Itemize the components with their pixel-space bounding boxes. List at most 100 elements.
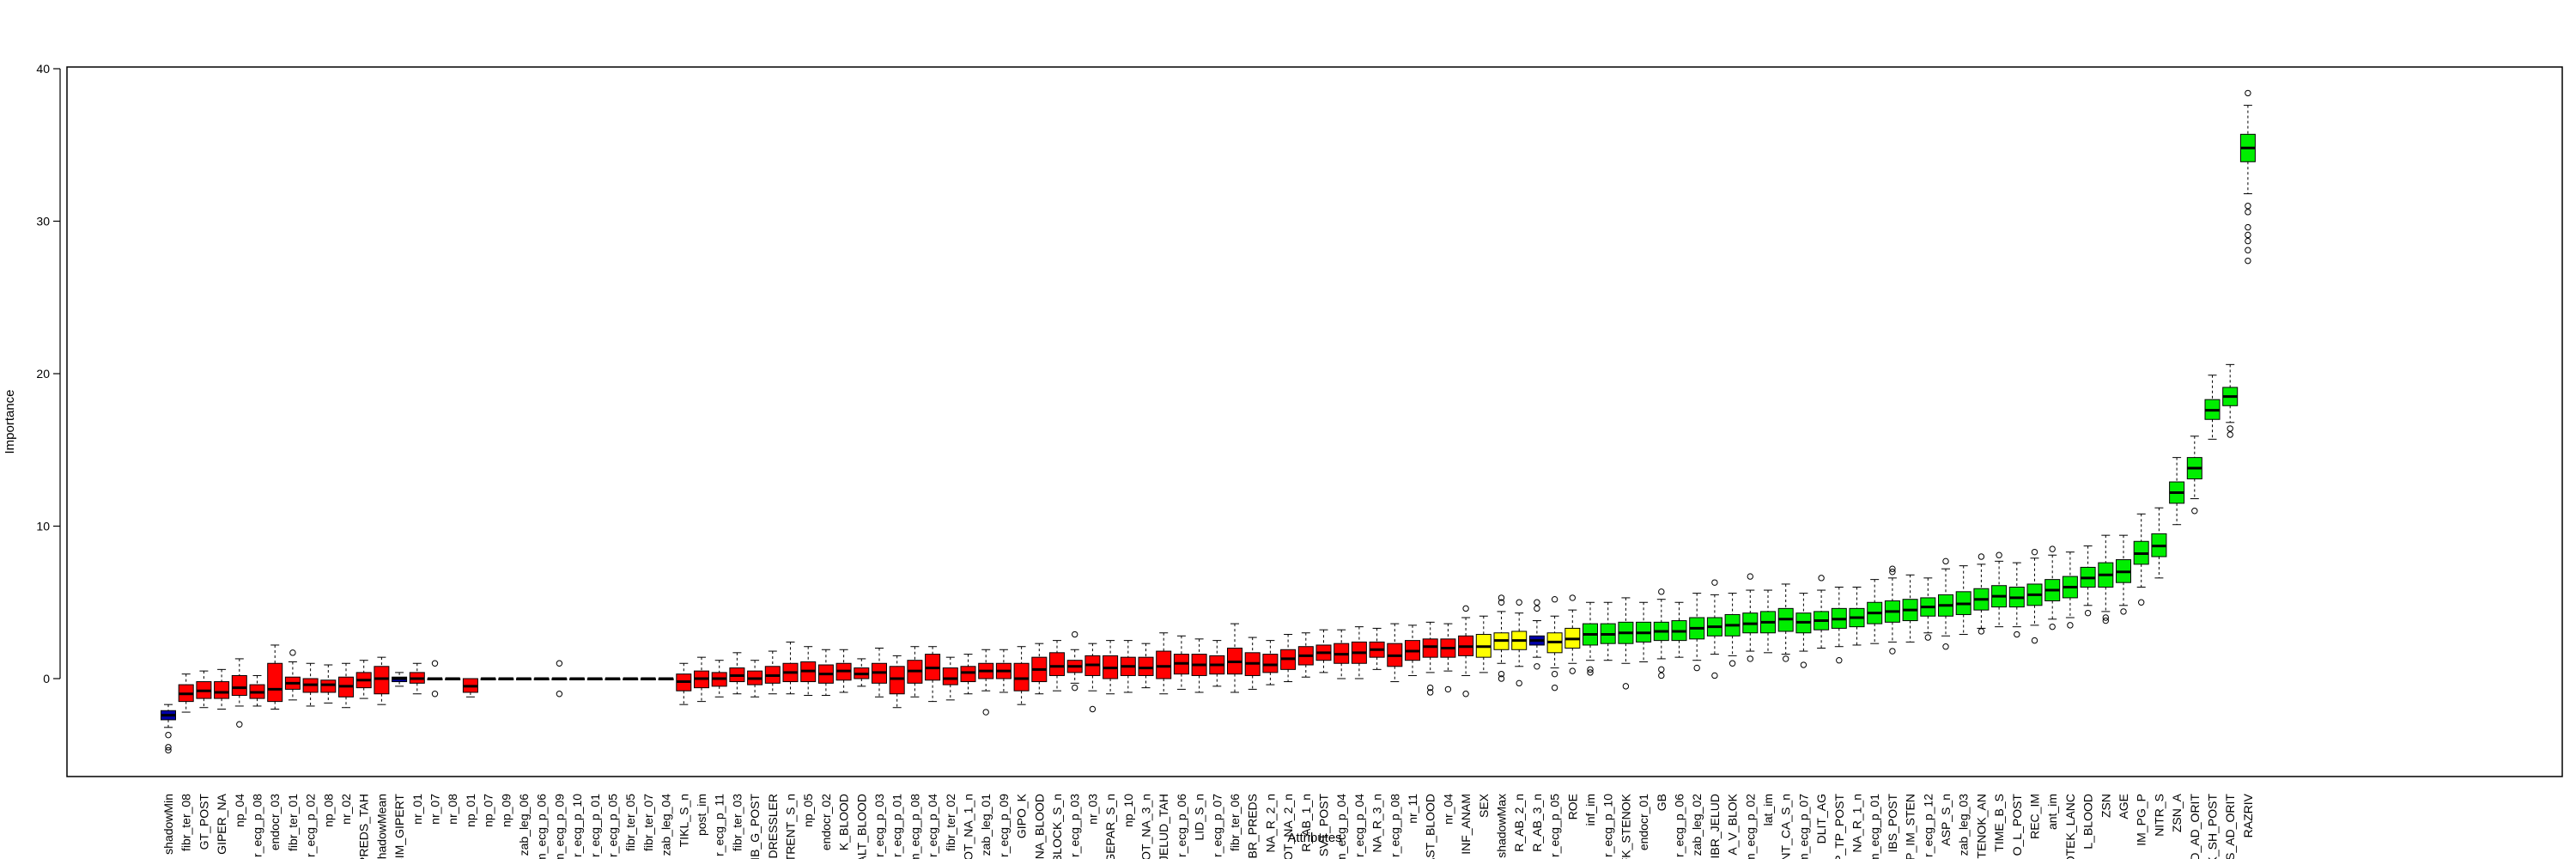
outlier-point xyxy=(2049,545,2056,552)
attribute-box xyxy=(658,677,674,680)
x-tick-label: inf_im xyxy=(1583,794,1597,825)
outlier-point xyxy=(1996,551,2002,558)
outlier-point xyxy=(1462,605,1469,612)
attribute-box xyxy=(782,641,799,695)
x-tick-label: GB xyxy=(1655,794,1668,811)
outlier-point xyxy=(1978,553,1985,560)
attribute-box xyxy=(1138,643,1154,689)
outlier-point xyxy=(2067,622,2074,629)
x-tick-label: fm_ecg_p_02 xyxy=(1743,794,1757,859)
x-tick-label: ASP_S_n xyxy=(1939,794,1953,846)
attribute-box xyxy=(249,674,265,707)
attribute-box xyxy=(374,656,390,705)
x-tick-label: np_08 xyxy=(321,794,335,827)
attribute-box xyxy=(284,649,301,701)
outlier-point xyxy=(2120,608,2127,615)
outlier-point xyxy=(1427,689,1434,696)
x-tick-label: endocr_03 xyxy=(268,794,282,850)
attribute-box xyxy=(2026,548,2043,644)
x-tick-label: np_07 xyxy=(482,794,495,827)
attribute-box xyxy=(302,662,319,707)
x-tick-label: nr_03 xyxy=(1085,794,1099,825)
outlier-point xyxy=(2245,203,2251,210)
attribute-box xyxy=(2116,534,2131,615)
outlier-point xyxy=(1889,569,1896,576)
outlier-point xyxy=(2227,431,2233,438)
x-tick-label: r_ecg_p_04 xyxy=(1352,794,1366,857)
attribute-box xyxy=(1938,557,1953,650)
outlier-point xyxy=(165,744,172,751)
attribute-box xyxy=(1173,635,1189,690)
attribute-box xyxy=(498,677,514,680)
x-tick-label: np_10 xyxy=(1121,794,1135,827)
attribute-box xyxy=(1262,640,1279,685)
attribute-box xyxy=(196,670,212,709)
outlier-point xyxy=(1747,655,1754,662)
iqr-box xyxy=(267,662,283,703)
attribute-box xyxy=(978,649,994,716)
attribute-box xyxy=(1120,640,1136,693)
attribute-box xyxy=(1191,638,1207,693)
x-tick-label: P_IM_STEN xyxy=(1904,794,1917,859)
iqr-box xyxy=(942,667,958,685)
outlier-point xyxy=(289,649,296,656)
x-tick-label: fm_ecg_p_09 xyxy=(552,794,566,859)
attribute-box xyxy=(1653,588,1669,679)
attribute-box xyxy=(1334,629,1350,679)
iqr-box xyxy=(320,679,337,693)
x-tick-label: NA_R_1_n xyxy=(1850,794,1864,853)
x-tick-label: nr_11 xyxy=(1406,794,1419,824)
attribute-box xyxy=(1814,575,1830,649)
x-tick-label: endocr_01 xyxy=(1637,794,1650,850)
x-tick-label: zab_leg_04 xyxy=(659,794,673,856)
attribute-box xyxy=(2239,89,2256,265)
x-tick-label: RAZRIV xyxy=(2241,793,2255,838)
attribute-box xyxy=(533,677,550,680)
attribute-box xyxy=(729,652,745,695)
attribute-box xyxy=(2062,551,2078,629)
x-tick-label: nr_02 xyxy=(339,794,353,825)
x-tick-label: OTEK_LANC xyxy=(2063,794,2077,859)
attribute-box xyxy=(1955,565,1971,636)
x-tick-label: DRESSLER xyxy=(766,794,780,858)
x-tick-label: NA_R_3_n xyxy=(1370,794,1384,853)
x-tick-label: D_AD_ORIT xyxy=(2188,794,2202,859)
attribute-box xyxy=(1902,574,1918,643)
iqr-box xyxy=(1013,662,1030,691)
attribute-box xyxy=(747,660,763,698)
attribute-box xyxy=(925,646,941,703)
outlier-point xyxy=(431,660,439,667)
attribute-box xyxy=(694,656,709,703)
attribute-box xyxy=(480,677,496,680)
attribute-box xyxy=(640,677,656,680)
x-tick-label: NOT_NA_2_n xyxy=(1281,794,1295,859)
x-tick-label: K_SH_POST xyxy=(2206,794,2220,859)
attribute-box xyxy=(586,677,603,680)
x-tick-label: NOT_NA_3_n xyxy=(1139,794,1153,859)
x-tick-label: TIKL_S_n xyxy=(677,794,690,847)
x-tick-label: TRENT_S_n xyxy=(784,794,798,859)
outlier-point xyxy=(1924,634,1932,641)
x-tick-label: r_ecg_p_03 xyxy=(872,794,886,857)
x-tick-label: A_V_BLOK xyxy=(1726,793,1740,855)
outlier-point xyxy=(1498,594,1505,601)
outlier-point xyxy=(2245,209,2251,216)
x-tick-label: nr_04 xyxy=(1441,794,1455,825)
outlier-point xyxy=(165,731,172,739)
attribute-box xyxy=(835,649,852,693)
x-tick-label: shadowMax xyxy=(1495,794,1509,858)
x-tick-label: K_BLOOD xyxy=(837,794,851,850)
x-tick-label: np_05 xyxy=(801,794,815,827)
attribute-box xyxy=(178,673,194,713)
outlier-point xyxy=(1462,691,1469,698)
outlier-point xyxy=(1569,594,1577,601)
outlier-point xyxy=(1587,669,1594,676)
attribute-box xyxy=(445,677,461,680)
outlier-point xyxy=(1942,557,1949,565)
attribute-box xyxy=(1795,593,1812,668)
attribute-box xyxy=(1227,623,1242,693)
attribute-box xyxy=(2186,436,2202,515)
x-tick-label: np_04 xyxy=(233,794,246,827)
outlier-point xyxy=(2191,508,2198,515)
outlier-point xyxy=(1427,684,1434,691)
